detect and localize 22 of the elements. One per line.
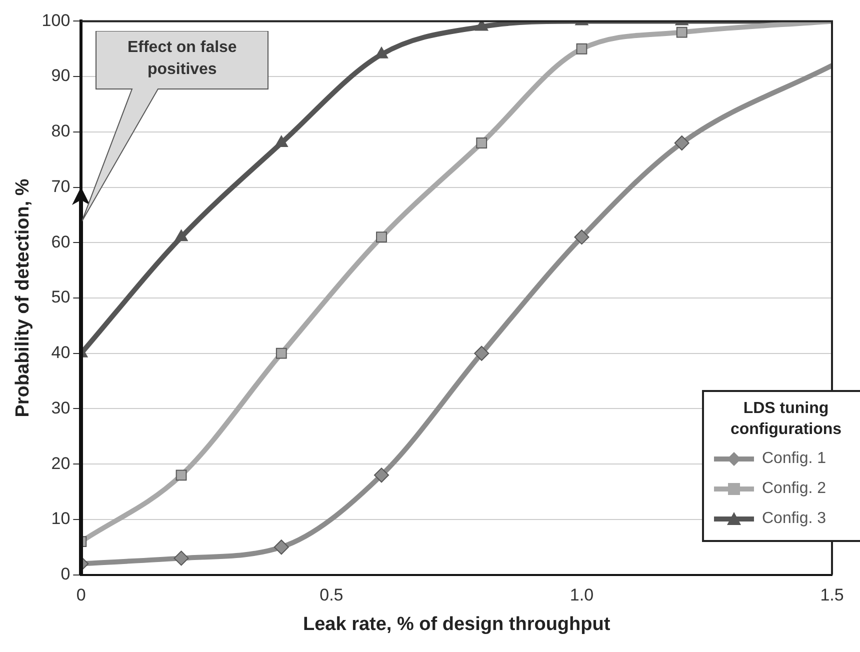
y-tick-label: 20	[51, 454, 70, 473]
legend-label: Config. 1	[762, 450, 826, 468]
y-tick-label: 50	[51, 288, 70, 307]
legend-label: Config. 3	[762, 510, 826, 528]
legend-title: LDS tuning configurations	[729, 398, 843, 440]
y-tick-label: 0	[60, 564, 70, 584]
y-tick-label: 80	[51, 122, 70, 141]
y-tick-label: 10	[51, 509, 70, 528]
y-tick-label: 30	[51, 398, 70, 418]
x-tick-label: 1.0	[570, 586, 594, 605]
x-tick-label: 1.5	[820, 586, 844, 605]
y-tick-label: 40	[51, 343, 70, 362]
legend-label: Config. 2	[762, 480, 826, 498]
y-axis-title: Probability of detection, %	[12, 178, 34, 418]
annotation: Effect on false positives	[127, 39, 237, 78]
y-tick-label: 70	[51, 176, 70, 196]
y-tick-label: 90	[51, 66, 70, 86]
x-axis-title: Leak rate, % of design throughput	[302, 614, 611, 635]
x-tick-label: 0	[76, 586, 86, 605]
y-tick-label: 60	[51, 232, 70, 252]
x-tick-label: 0.5	[320, 586, 344, 605]
y-tick-label: 100	[42, 10, 70, 30]
